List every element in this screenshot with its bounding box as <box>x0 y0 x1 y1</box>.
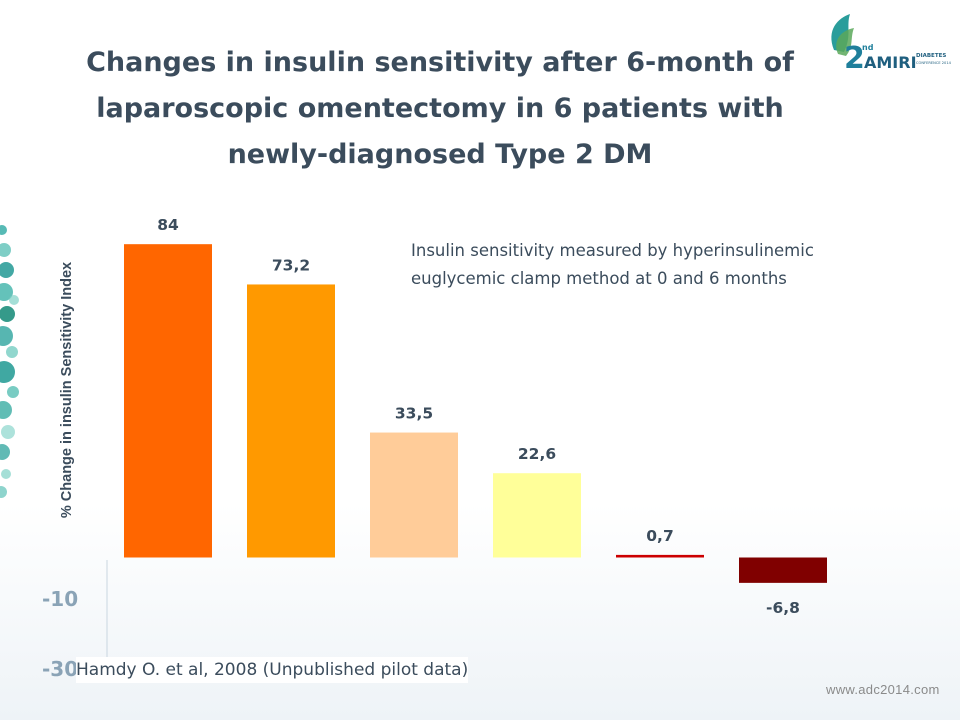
title-line-3: newly-diagnosed Type 2 DM <box>227 139 653 170</box>
leaf-icon-2 <box>836 28 854 56</box>
bar-value-label: 33,5 <box>395 405 433 423</box>
title-line-2: laparoscopic omentectomy in 6 patients w… <box>96 93 784 124</box>
bar-5 <box>616 554 704 558</box>
bar-value-label: 84 <box>157 216 179 234</box>
bar-1 <box>124 244 212 558</box>
citation: Hamdy O. et al, 2008 (Unpublished pilot … <box>76 657 469 683</box>
logo-number: 2 <box>844 41 865 76</box>
bar-6 <box>739 557 827 583</box>
logo-superscript: nd <box>862 43 874 52</box>
slide-title: Changes in insulin sensitivity after 6-m… <box>60 40 820 178</box>
bar-value-label: 0,7 <box>646 527 673 545</box>
bar-series: 84 73,2 33,5 22,6 0,7 -6,8 <box>124 216 827 617</box>
note-line-2: euglycemic clamp method at 0 and 6 month… <box>411 269 787 288</box>
note-line-1: Insulin sensitivity measured by hyperins… <box>411 241 814 260</box>
bar-value-label: 73,2 <box>272 256 310 274</box>
logo-name: AMIRI <box>864 53 917 72</box>
method-note: Insulin sensitivity measured by hyperins… <box>411 237 911 293</box>
bar-value-label: 22,6 <box>518 445 556 463</box>
logo-tag-top: DIABETES <box>916 53 946 59</box>
y-axis-label: % Change in insulin Sensitivity Index <box>59 262 75 518</box>
logo-tag-bottom: CONFERENCE 2014 <box>916 61 952 65</box>
bar-2 <box>247 284 335 558</box>
bar-4 <box>493 473 581 558</box>
bar-value-label: -6,8 <box>766 599 800 617</box>
title-line-1: Changes in insulin sensitivity after 6-m… <box>86 47 794 78</box>
decorative-bubbles <box>0 225 19 498</box>
bar-3 <box>370 432 458 558</box>
conference-logo: 2 nd AMIRI DIABETES CONFERENCE 2014 <box>831 14 952 76</box>
ghost-tick-label: -30 <box>42 657 79 681</box>
ghost-tick-label: -10 <box>42 587 79 611</box>
footer-url: www.adc2014.com <box>826 682 940 697</box>
